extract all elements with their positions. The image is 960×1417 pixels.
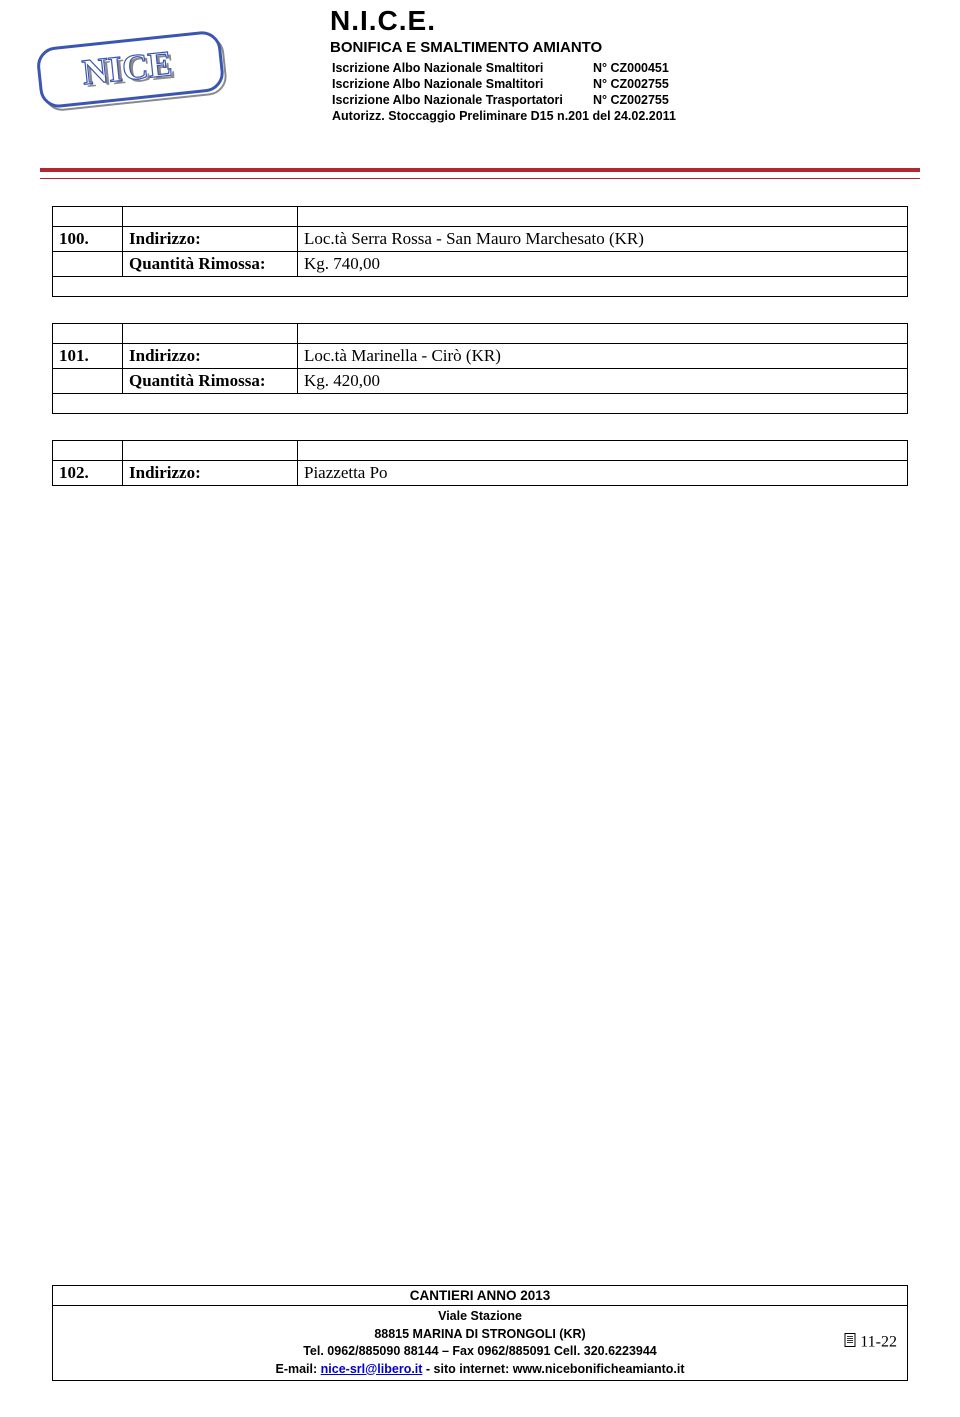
entry-value: Loc.tà Serra Rossa - San Mauro Marchesat… bbox=[298, 227, 908, 252]
entry-label: Quantità Rimossa: bbox=[123, 369, 298, 394]
entry-table: 100. Indirizzo: Loc.tà Serra Rossa - San… bbox=[52, 206, 908, 297]
footer-line: E-mail: nice-srl@libero.it - sito intern… bbox=[53, 1361, 907, 1379]
footer-line: 88815 MARINA DI STRONGOLI (KR) bbox=[53, 1326, 907, 1344]
entry-label: Indirizzo: bbox=[123, 344, 298, 369]
reg-label: Iscrizione Albo Nazionale Trasportatori bbox=[332, 93, 591, 107]
company-info: N.I.C.E. BONIFICA E SMALTIMENTO AMIANTO … bbox=[330, 5, 686, 125]
entry-table: 101. Indirizzo: Loc.tà Marinella - Cirò … bbox=[52, 323, 908, 414]
company-subtitle: BONIFICA E SMALTIMENTO AMIANTO bbox=[330, 39, 686, 56]
footer-body: Viale Stazione 88815 MARINA DI STRONGOLI… bbox=[53, 1306, 907, 1380]
footer-email-link[interactable]: nice-srl@libero.it bbox=[321, 1362, 423, 1376]
auth-line: Autorizz. Stoccaggio Preliminare D15 n.2… bbox=[332, 109, 684, 123]
reg-num: N° CZ002755 bbox=[593, 77, 684, 91]
entry-label: Indirizzo: bbox=[123, 227, 298, 252]
company-title: N.I.C.E. bbox=[330, 5, 686, 37]
page-icon bbox=[844, 1333, 858, 1354]
page-number: 11-22 bbox=[844, 1333, 897, 1354]
logo: NICE NICE bbox=[35, 30, 235, 120]
reg-num: N° CZ000451 bbox=[593, 61, 684, 75]
header: NICE NICE N.I.C.E. BONIFICA E SMALTIMENT… bbox=[0, 0, 960, 160]
entry-label: Quantità Rimossa: bbox=[123, 252, 298, 277]
entry-number: 102. bbox=[53, 461, 123, 486]
content: 100. Indirizzo: Loc.tà Serra Rossa - San… bbox=[0, 176, 960, 486]
reg-label: Iscrizione Albo Nazionale Smaltitori bbox=[332, 77, 591, 91]
entry-number: 101. bbox=[53, 344, 123, 369]
footer-line: Tel. 0962/885090 88144 – Fax 0962/885091… bbox=[53, 1343, 907, 1361]
entry-number: 100. bbox=[53, 227, 123, 252]
reg-num: N° CZ002755 bbox=[593, 93, 684, 107]
entry-value: Kg. 740,00 bbox=[298, 252, 908, 277]
footer-site-label: - sito internet: bbox=[422, 1362, 512, 1376]
entry-value: Piazzetta Po bbox=[298, 461, 908, 486]
footer-website: www.nicebonificheamianto.it bbox=[513, 1362, 685, 1376]
entry-label: Indirizzo: bbox=[123, 461, 298, 486]
footer-email-label: E-mail: bbox=[275, 1362, 320, 1376]
footer-line: Viale Stazione bbox=[53, 1308, 907, 1326]
page-number-text: 11-22 bbox=[860, 1334, 897, 1351]
header-divider bbox=[40, 168, 920, 176]
footer: CANTIERI ANNO 2013 Viale Stazione 88815 … bbox=[52, 1285, 908, 1381]
entry-value: Kg. 420,00 bbox=[298, 369, 908, 394]
entry-value: Loc.tà Marinella - Cirò (KR) bbox=[298, 344, 908, 369]
entry-table: 102. Indirizzo: Piazzetta Po bbox=[52, 440, 908, 486]
reg-label: Iscrizione Albo Nazionale Smaltitori bbox=[332, 61, 591, 75]
registrations-table: Iscrizione Albo Nazionale SmaltitoriN° C… bbox=[330, 59, 686, 125]
footer-title: CANTIERI ANNO 2013 bbox=[53, 1286, 907, 1306]
